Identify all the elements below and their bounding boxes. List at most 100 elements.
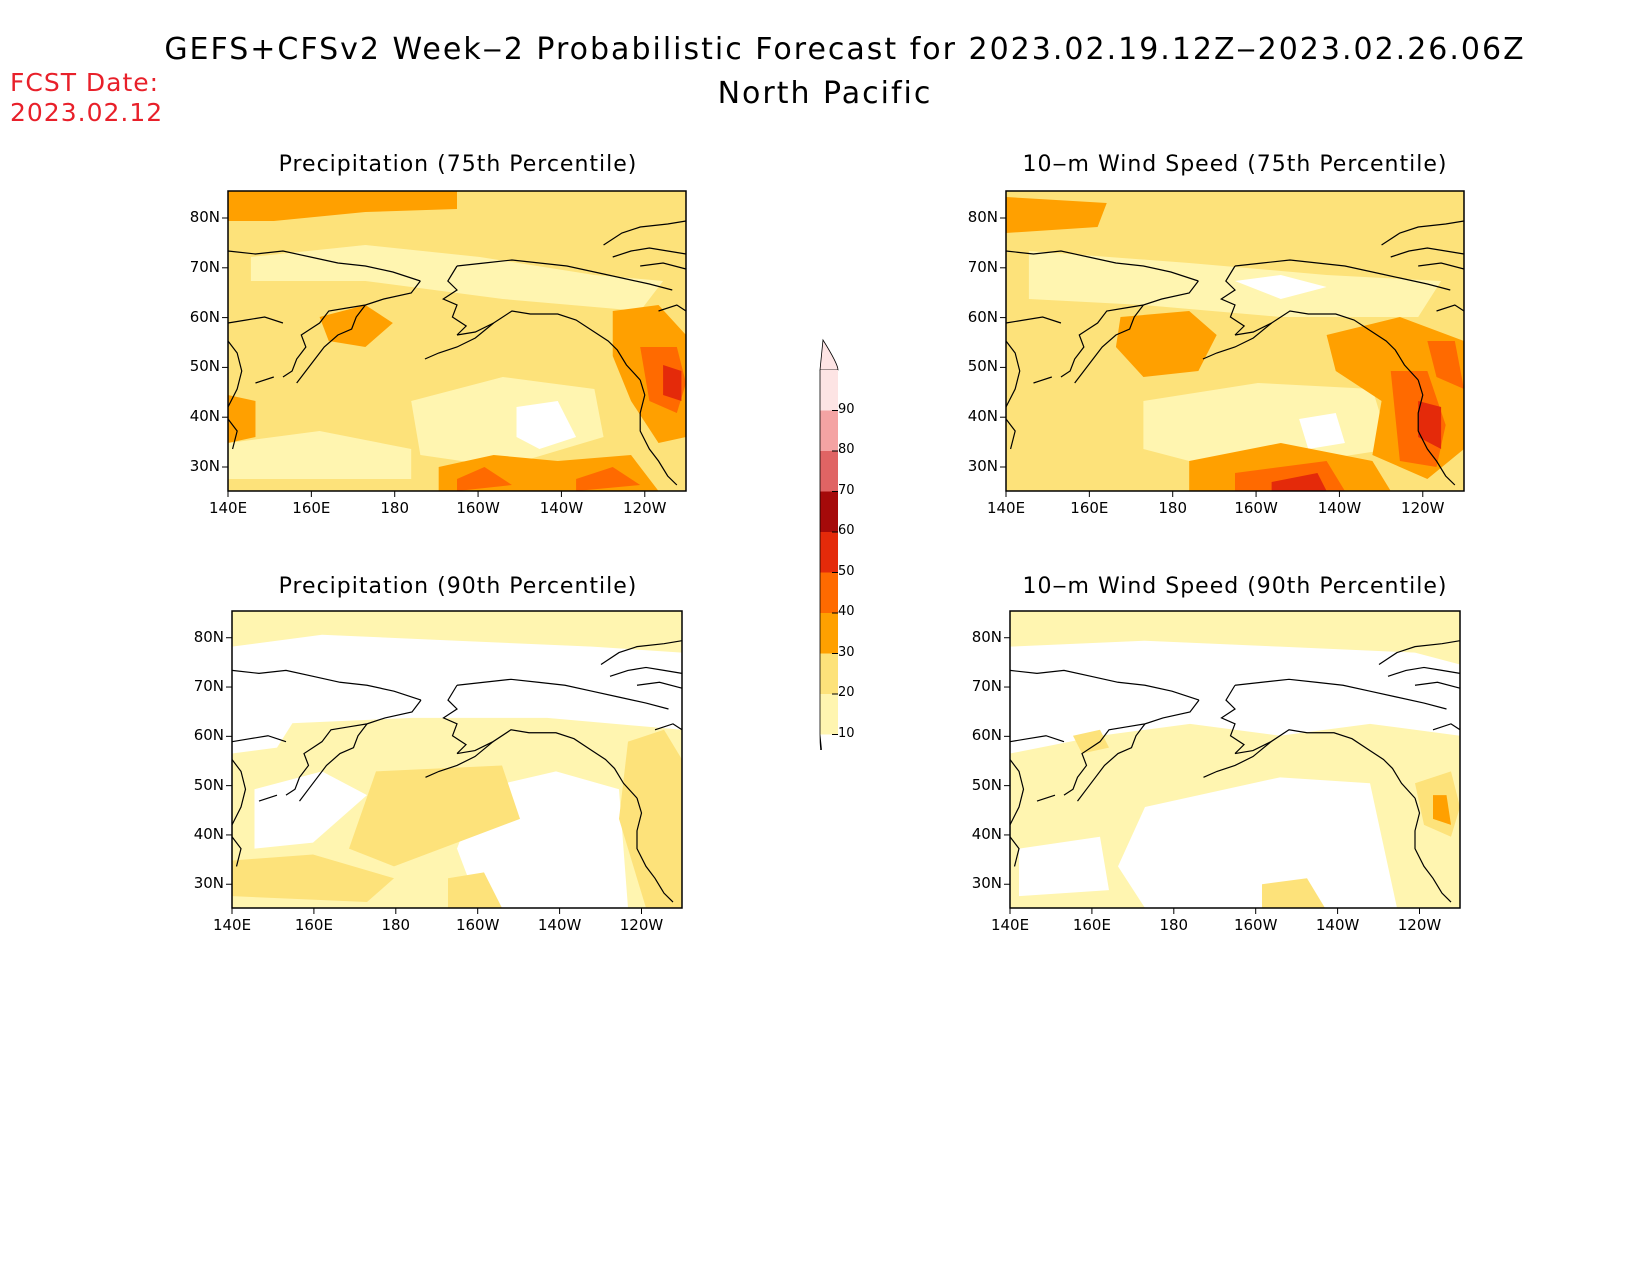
coastline	[658, 304, 687, 312]
forecast-shading	[1118, 777, 1397, 908]
coastline	[1009, 836, 1020, 867]
fcst-date-label: FCST Date:	[10, 68, 160, 97]
coastline	[1414, 681, 1461, 689]
forecast-shading	[1073, 729, 1109, 754]
coastline	[299, 723, 368, 802]
coastline	[1387, 666, 1461, 677]
colorbar-label: 60	[838, 523, 855, 538]
y-tick-label: 30N	[967, 457, 998, 475]
coastline	[636, 797, 674, 903]
colorbar-swatch	[820, 694, 838, 735]
coastline	[1234, 310, 1419, 381]
coastline	[231, 669, 422, 701]
x-tick-label: 180	[380, 499, 410, 517]
coastline	[285, 699, 422, 796]
coastline	[639, 379, 678, 486]
coastline	[442, 265, 468, 336]
colorbar-label: 10	[838, 725, 855, 741]
coastline	[282, 280, 421, 378]
x-tick-label: 120W	[619, 916, 664, 934]
forecast-shading	[232, 854, 394, 903]
y-tick-label: 50N	[971, 775, 1002, 794]
colorbar-label: 90	[838, 401, 855, 417]
y-tick-label: 70N	[967, 257, 998, 276]
colorbar-swatch	[820, 532, 838, 573]
forecast-shading	[349, 765, 520, 867]
colorbar-label: 70	[838, 482, 855, 498]
colorbar-swatch	[820, 613, 838, 654]
coastline	[296, 304, 366, 384]
panel-title-wind-75: 10‒m Wind Speed (75th Percentile)	[1022, 152, 1448, 177]
x-tick-label: 140E	[990, 916, 1030, 934]
x-tick-label: 160W	[456, 499, 500, 517]
coastline	[1005, 250, 1199, 282]
coastline	[456, 678, 669, 710]
y-tick-label: 50N	[193, 775, 224, 794]
x-tick-label: 160E	[1070, 499, 1109, 517]
coastline	[600, 640, 683, 665]
x-tick-label: 140E	[212, 916, 252, 934]
x-tick-label: 120W	[1401, 499, 1445, 517]
coastline	[1418, 262, 1465, 270]
forecast-shading	[1028, 251, 1442, 317]
region-subtitle: North Pacific	[717, 76, 933, 111]
map-frame	[1005, 190, 1465, 492]
forecast-shading	[319, 305, 393, 347]
colorbar-cap-bottom	[819, 734, 822, 750]
x-tick-label: 120W	[623, 499, 667, 517]
forecast-shading	[1235, 275, 1327, 299]
coastline	[231, 735, 287, 743]
coastline	[612, 247, 687, 258]
colorbar-label: 80	[838, 442, 855, 457]
coastline	[231, 759, 247, 826]
coastline	[636, 681, 683, 689]
forecast-shading	[1115, 311, 1217, 377]
forecast-shading	[250, 245, 664, 311]
map-canvas	[226, 610, 683, 914]
y-tick-label: 60N	[189, 307, 220, 326]
coastline	[258, 794, 278, 802]
coastline	[1234, 729, 1416, 799]
coastline	[1077, 723, 1146, 802]
colorbar-swatch	[820, 370, 838, 411]
y-tick-label: 50N	[189, 357, 220, 376]
colorbar-label: 50	[838, 563, 855, 579]
forecast-shading	[411, 377, 604, 467]
coastline	[1005, 340, 1021, 408]
coastline	[442, 684, 467, 754]
colorbar-cap-top	[819, 338, 839, 371]
coastline	[1414, 797, 1452, 903]
colorbar-swatch	[820, 653, 838, 694]
coastline	[424, 322, 495, 360]
coastline	[425, 741, 494, 778]
y-tick-label: 30N	[193, 874, 224, 893]
x-tick-label: 120W	[1397, 916, 1442, 934]
fcst-date-value: 2023.02.12	[10, 98, 164, 127]
colorbar-label: 30	[838, 644, 855, 660]
colorbar-swatch	[820, 572, 838, 613]
coastline	[1005, 418, 1016, 450]
map-frame	[231, 610, 683, 909]
map-wind-75	[1000, 190, 1465, 497]
y-tick-label: 80N	[193, 627, 224, 646]
x-tick-label: 140E	[986, 499, 1026, 517]
x-tick-label: 140W	[537, 916, 582, 934]
y-tick-label: 40N	[971, 824, 1002, 843]
y-tick-label: 60N	[971, 726, 1002, 745]
coastline	[1432, 723, 1461, 731]
coastline	[456, 729, 638, 799]
coastline	[1009, 759, 1025, 826]
coastline	[1234, 259, 1451, 291]
map-canvas	[222, 190, 687, 497]
forecast-shading	[663, 365, 682, 401]
x-tick-label: 140E	[208, 499, 248, 517]
coastline	[227, 250, 421, 282]
map-frame	[227, 190, 687, 492]
coastline	[1417, 379, 1456, 486]
x-tick-label: 180	[1158, 499, 1188, 517]
coastline	[1234, 678, 1447, 710]
coastline	[1009, 669, 1200, 701]
map-precip-75	[222, 190, 687, 497]
colorbar-swatch	[820, 451, 838, 492]
coastline	[1381, 220, 1465, 246]
